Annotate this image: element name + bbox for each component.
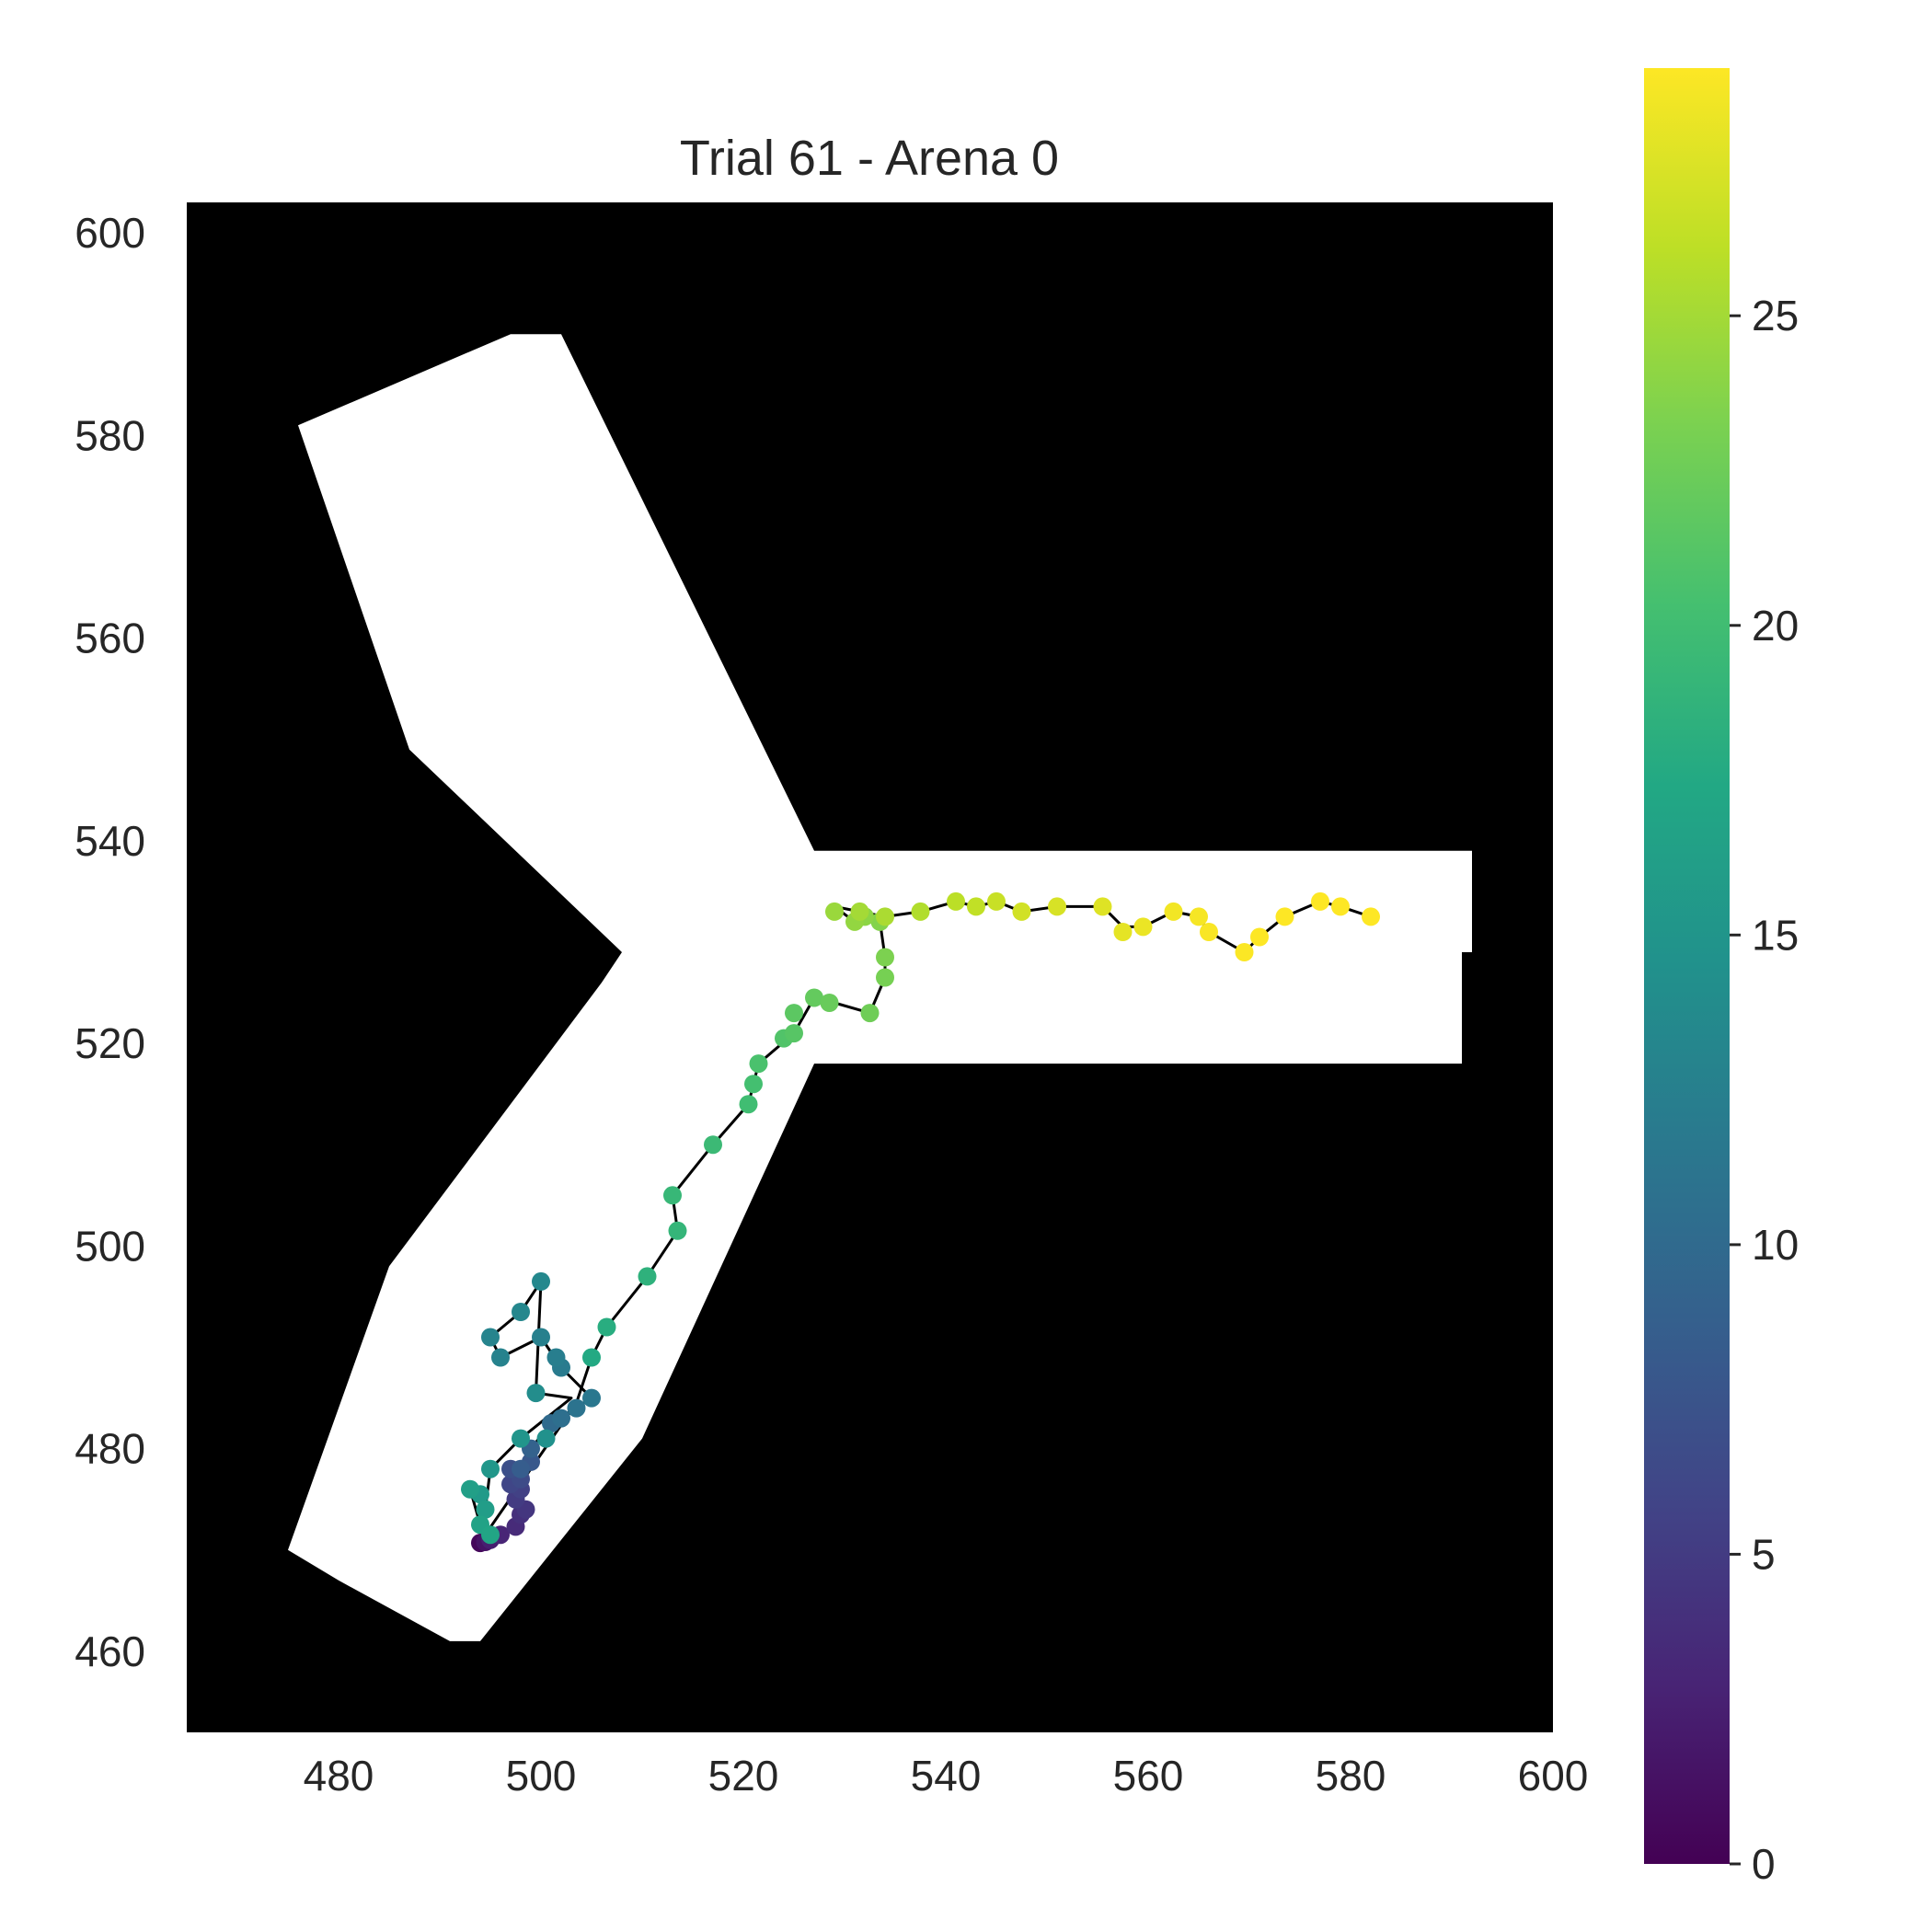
data-point <box>481 1328 500 1347</box>
data-point <box>1048 897 1066 916</box>
y-tick-label: 580 <box>75 411 145 459</box>
data-point <box>860 1004 880 1023</box>
colorbar-tick-label: 5 <box>1752 1530 1776 1578</box>
data-point <box>582 1348 601 1367</box>
data-point <box>1331 897 1350 916</box>
data-point <box>512 1429 530 1448</box>
y-tick-label: 480 <box>75 1425 145 1473</box>
y-tick-label: 460 <box>75 1627 145 1675</box>
data-point <box>582 1388 601 1408</box>
x-tick-label: 520 <box>708 1752 779 1800</box>
data-point <box>663 1186 682 1205</box>
data-point <box>536 1429 556 1448</box>
x-tick-label: 580 <box>1316 1752 1386 1800</box>
data-point <box>532 1328 550 1347</box>
y-tick-label: 600 <box>75 209 145 257</box>
data-point <box>532 1271 550 1291</box>
colorbar-gradient <box>1644 68 1730 1864</box>
data-point <box>1311 891 1329 911</box>
x-axis: 480 500 520 540 560 580 600 <box>304 1752 1589 1800</box>
colorbar-ticks: 0 5 10 15 20 25 <box>1730 292 1799 1888</box>
data-point <box>461 1479 479 1499</box>
x-tick-label: 540 <box>911 1752 982 1800</box>
y-tick-label: 500 <box>75 1222 145 1270</box>
data-point <box>876 948 894 967</box>
data-points <box>461 891 1380 1553</box>
data-point <box>481 1459 500 1478</box>
data-point <box>526 1384 546 1403</box>
data-point <box>491 1348 510 1367</box>
data-point <box>1190 907 1208 926</box>
x-tick-label: 600 <box>1518 1752 1589 1800</box>
colorbar-tick-label: 10 <box>1752 1221 1799 1269</box>
data-point <box>512 1459 530 1478</box>
data-point <box>739 1095 758 1114</box>
data-point <box>1362 907 1380 926</box>
data-point <box>567 1398 586 1418</box>
colorbar-tick-label: 20 <box>1752 602 1799 650</box>
data-point <box>552 1409 570 1428</box>
data-point <box>876 968 894 987</box>
data-point <box>1200 923 1218 941</box>
data-point <box>987 891 1006 911</box>
colorbar-tick-label: 0 <box>1752 1840 1776 1888</box>
data-point <box>1093 897 1112 916</box>
chart-title: Trial 61 - Arena 0 <box>680 131 1059 186</box>
data-point <box>805 988 823 1007</box>
data-point <box>744 1075 763 1094</box>
colorbar-tick-label: 25 <box>1752 292 1799 339</box>
data-point <box>597 1317 616 1337</box>
data-point <box>1012 902 1031 921</box>
data-point <box>1275 907 1294 926</box>
y-tick-label: 560 <box>75 615 145 662</box>
data-point <box>967 897 985 916</box>
plot-area <box>187 202 1553 1732</box>
colorbar: 0 5 10 15 20 25 <box>1644 68 1799 1888</box>
data-point <box>749 1054 768 1074</box>
data-point <box>1235 943 1254 961</box>
x-tick-label: 560 <box>1113 1752 1184 1800</box>
data-point <box>825 902 844 921</box>
y-axis: 460 480 500 520 540 560 580 600 <box>75 209 145 1675</box>
y-tick-label: 520 <box>75 1019 145 1067</box>
x-tick-label: 500 <box>506 1752 577 1800</box>
data-point <box>546 1348 566 1367</box>
data-point <box>1133 917 1153 937</box>
data-point <box>785 1024 803 1043</box>
data-point <box>704 1135 722 1155</box>
data-point <box>512 1303 530 1321</box>
data-point <box>638 1267 657 1286</box>
data-point <box>1164 902 1183 921</box>
data-point <box>947 891 965 911</box>
x-tick-label: 480 <box>304 1752 374 1800</box>
data-point <box>1113 923 1133 941</box>
data-point <box>876 907 894 926</box>
data-point <box>785 1004 803 1023</box>
data-point <box>911 902 930 921</box>
data-point <box>481 1525 500 1545</box>
y-tick-label: 540 <box>75 817 145 865</box>
data-point <box>668 1221 687 1240</box>
data-point <box>476 1500 495 1519</box>
colorbar-tick-label: 15 <box>1752 911 1799 959</box>
data-point <box>850 902 869 921</box>
data-point <box>820 994 839 1012</box>
data-point <box>1250 927 1269 947</box>
